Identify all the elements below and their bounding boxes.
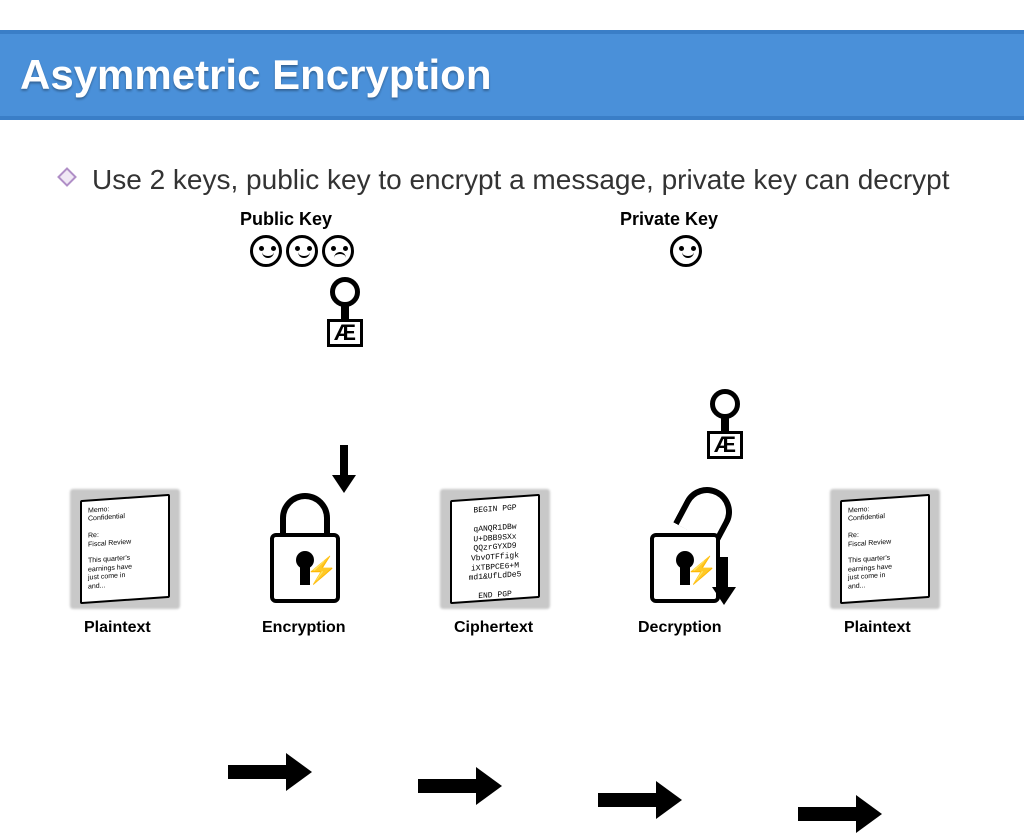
private-key-faces <box>670 235 702 267</box>
document-sheet-ct: BEGIN PGP qANQR1DBw U+DBB9SXx QQzrGYXD9 … <box>450 494 540 604</box>
document-sheet-pt2: Memo: Confidential Re: Fiscal Review Thi… <box>840 494 930 604</box>
private-key-icon: Æ <box>690 389 760 469</box>
arrow-right-icon <box>798 807 858 821</box>
face-icon <box>670 235 702 267</box>
title-bar: Asymmetric Encryption <box>0 30 1024 120</box>
stage-ct: BEGIN PGP qANQR1DBw U+DBB9SXx QQzrGYXD9 … <box>440 489 550 609</box>
document-ct: BEGIN PGP qANQR1DBw U+DBB9SXx QQzrGYXD9 … <box>440 489 550 609</box>
face-icon <box>322 235 354 267</box>
stage-enc: ⚡ <box>260 493 350 603</box>
page-title: Asymmetric Encryption <box>20 51 491 99</box>
stage-label-dec: Decryption <box>638 619 722 637</box>
encryption-flow-diagram: Memo: Confidential Re: Fiscal Review Thi… <box>0 209 1024 649</box>
stage-pt1: Memo: Confidential Re: Fiscal Review Thi… <box>70 489 180 609</box>
stage-label-ct: Ciphertext <box>454 619 533 637</box>
arrow-right-icon <box>418 779 478 793</box>
public-key-label: Public Key <box>240 209 332 230</box>
arrow-down-icon <box>720 557 728 589</box>
document-pt1: Memo: Confidential Re: Fiscal Review Thi… <box>70 489 180 609</box>
arrow-right-icon <box>228 765 288 779</box>
bullet-text: Use 2 keys, public key to encrypt a mess… <box>92 160 950 199</box>
face-icon <box>250 235 282 267</box>
stage-label-enc: Encryption <box>262 619 346 637</box>
bullet-marker-icon <box>57 167 77 187</box>
closed-lock-enc: ⚡ <box>260 493 350 603</box>
face-icon <box>286 235 318 267</box>
stage-label-pt1: Plaintext <box>84 619 151 637</box>
public-key-icon: Æ <box>310 277 380 357</box>
document-sheet-pt1: Memo: Confidential Re: Fiscal Review Thi… <box>80 494 170 604</box>
stage-label-pt2: Plaintext <box>844 619 911 637</box>
document-pt2: Memo: Confidential Re: Fiscal Review Thi… <box>830 489 940 609</box>
bullet-row: Use 2 keys, public key to encrypt a mess… <box>60 160 964 199</box>
arrow-right-icon <box>598 793 658 807</box>
public-key-faces <box>250 235 354 267</box>
arrow-down-icon <box>340 445 348 477</box>
bullet-area: Use 2 keys, public key to encrypt a mess… <box>0 120 1024 209</box>
stage-pt2: Memo: Confidential Re: Fiscal Review Thi… <box>830 489 940 609</box>
private-key-label: Private Key <box>620 209 718 230</box>
